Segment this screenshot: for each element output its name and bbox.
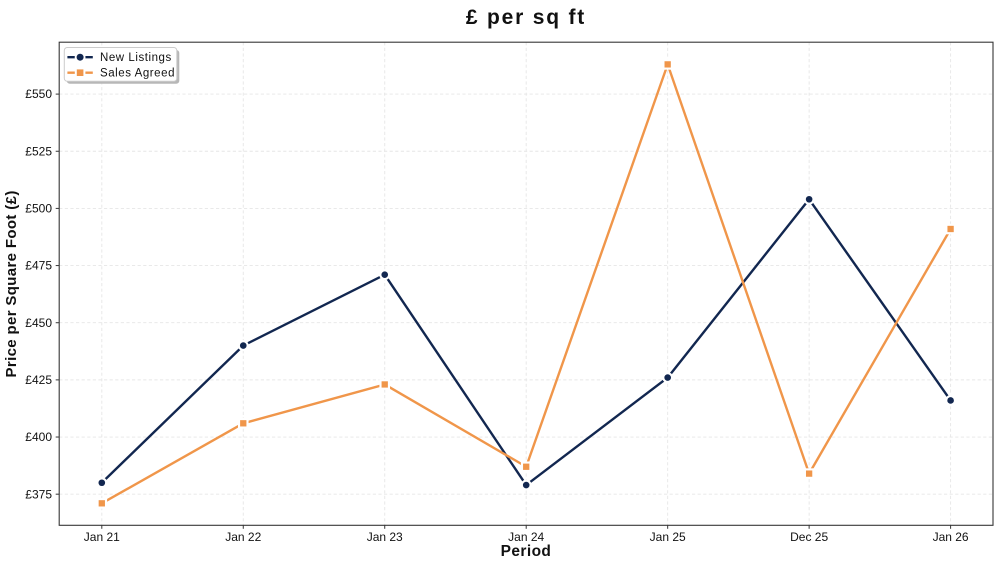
svg-text:£400: £400 bbox=[25, 430, 52, 444]
svg-text:Price per Square Foot (£): Price per Square Foot (£) bbox=[3, 190, 20, 377]
svg-text:£525: £525 bbox=[25, 144, 52, 158]
svg-text:£450: £450 bbox=[25, 316, 52, 330]
svg-text:Jan 24: Jan 24 bbox=[508, 530, 544, 544]
svg-text:£550: £550 bbox=[25, 87, 52, 101]
svg-text:Sales Agreed: Sales Agreed bbox=[100, 68, 175, 80]
svg-text:Jan 26: Jan 26 bbox=[933, 530, 969, 544]
svg-text:Jan 23: Jan 23 bbox=[367, 530, 403, 544]
svg-text:Jan 25: Jan 25 bbox=[650, 530, 686, 544]
svg-text:Dec 25: Dec 25 bbox=[790, 530, 828, 544]
svg-text:Jan 21: Jan 21 bbox=[84, 530, 120, 544]
svg-text:Jan 22: Jan 22 bbox=[225, 530, 261, 544]
svg-text:Period: Period bbox=[501, 543, 552, 560]
svg-text:£500: £500 bbox=[25, 202, 52, 216]
svg-text:£425: £425 bbox=[25, 373, 52, 387]
svg-text:New Listings: New Listings bbox=[100, 52, 172, 64]
svg-text:£ per sq ft: £ per sq ft bbox=[466, 6, 586, 29]
svg-text:£475: £475 bbox=[25, 259, 52, 273]
svg-text:£375: £375 bbox=[25, 487, 52, 501]
